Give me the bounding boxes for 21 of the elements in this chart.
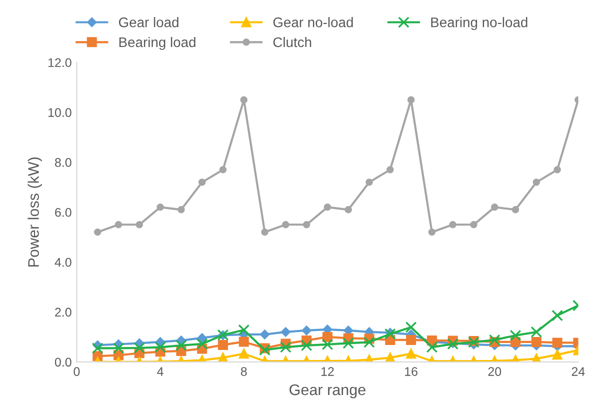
legend-label: Gear load bbox=[118, 17, 178, 28]
x-axis-title: Gear range bbox=[290, 384, 366, 398]
x-tick-label: 4 bbox=[157, 367, 164, 376]
legend-label: Gear no-load bbox=[273, 17, 353, 28]
x-tick-label: 0 bbox=[74, 367, 80, 376]
x-tick-label: 8 bbox=[240, 367, 247, 376]
y-tick-label: 4.0 bbox=[54, 258, 72, 267]
x-tick-label: 16 bbox=[405, 367, 418, 376]
x-tick-label: 12 bbox=[321, 367, 334, 376]
y-tick-label: 6.0 bbox=[55, 208, 72, 217]
x-tick-label: 20 bbox=[488, 367, 502, 376]
y-tick-label: 0.0 bbox=[54, 358, 72, 367]
y-tick-label: 10.0 bbox=[48, 108, 72, 117]
legend-label: Clutch bbox=[273, 36, 312, 48]
y-tick-label: 8.0 bbox=[55, 158, 72, 167]
y-axis-title: Power loss (kW) bbox=[28, 158, 42, 267]
legend-label: Bearing load bbox=[119, 36, 196, 50]
y-tick-label: 2.0 bbox=[55, 308, 72, 317]
x-tick-label: 24 bbox=[572, 367, 585, 376]
legend-label: Bearing no-load bbox=[431, 17, 528, 30]
y-tick-label: 12.0 bbox=[48, 58, 72, 68]
